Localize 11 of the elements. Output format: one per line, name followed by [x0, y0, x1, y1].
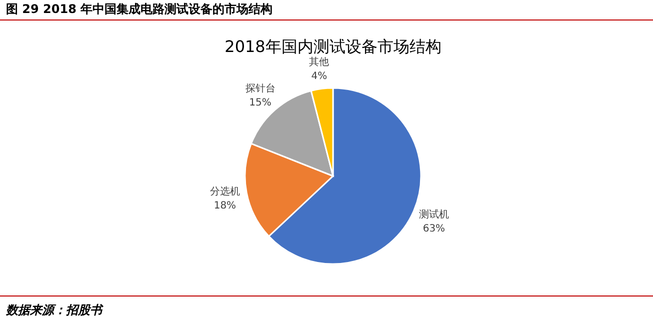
source-note: 数据来源：招股书 [5, 303, 104, 317]
slice-label: 其他 [309, 56, 330, 68]
slice-label: 分选机 [210, 186, 240, 198]
data-label: 63% [422, 224, 446, 235]
slice-label: 探针台 [245, 82, 276, 94]
data-label: 18% [214, 200, 236, 212]
chart-title: 2018年国内测试设备市场结构 [224, 37, 442, 56]
chart-subtitle: 图 29 2018 年中国集成电路测试设备的市场结构 [6, 2, 273, 16]
data-label: 4% [311, 70, 328, 82]
slice-label: 测试机 [418, 208, 449, 221]
data-label: 15% [249, 97, 272, 108]
